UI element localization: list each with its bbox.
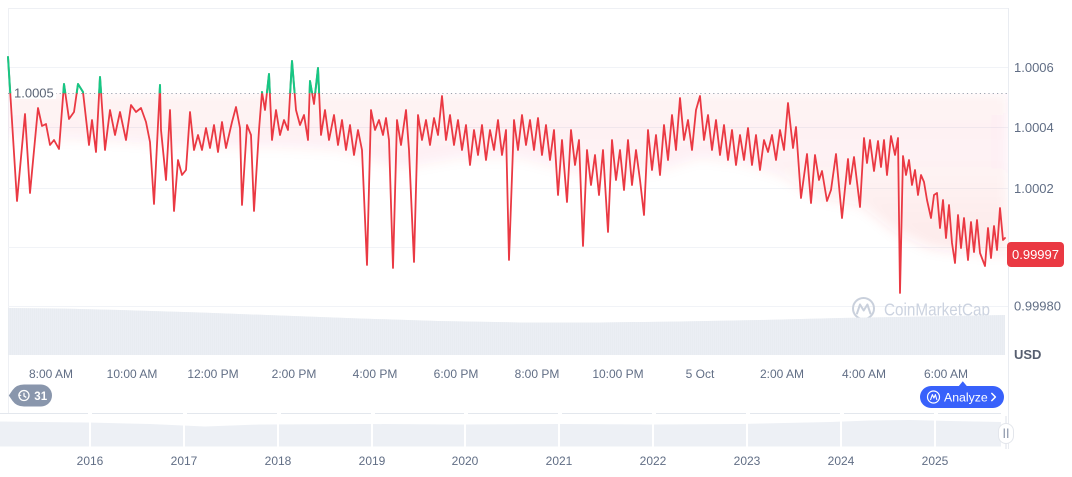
- svg-text:USD: USD: [1014, 347, 1041, 362]
- svg-text:2:00 PM: 2:00 PM: [272, 367, 317, 381]
- svg-text:0.99980: 0.99980: [1014, 299, 1061, 314]
- svg-text:31: 31: [34, 391, 47, 403]
- svg-text:2021: 2021: [546, 454, 573, 468]
- svg-text:1.0005: 1.0005: [14, 86, 54, 101]
- svg-text:8:00 PM: 8:00 PM: [515, 367, 560, 381]
- svg-text:6:00 PM: 6:00 PM: [434, 367, 479, 381]
- svg-text:10:00 AM: 10:00 AM: [107, 367, 158, 381]
- svg-text:2022: 2022: [640, 454, 667, 468]
- svg-text:1.0002: 1.0002: [1014, 181, 1054, 196]
- svg-text:2018: 2018: [265, 454, 292, 468]
- svg-text:6:00 AM: 6:00 AM: [924, 367, 968, 381]
- svg-text:2020: 2020: [452, 454, 479, 468]
- svg-text:2017: 2017: [171, 454, 198, 468]
- svg-text:5 Oct: 5 Oct: [686, 367, 715, 381]
- svg-text:4:00 AM: 4:00 AM: [842, 367, 886, 381]
- svg-text:2025: 2025: [922, 454, 949, 468]
- svg-text:4:00 PM: 4:00 PM: [353, 367, 398, 381]
- svg-text:2019: 2019: [359, 454, 386, 468]
- svg-text:0.99997: 0.99997: [1012, 247, 1059, 262]
- svg-text:1.0006: 1.0006: [1014, 60, 1054, 75]
- svg-text:Analyze: Analyze: [944, 391, 988, 405]
- svg-text:2023: 2023: [734, 454, 761, 468]
- svg-text:CoinMarketCap: CoinMarketCap: [884, 300, 990, 320]
- svg-text:1.0004: 1.0004: [1014, 120, 1054, 135]
- svg-text:8:00 AM: 8:00 AM: [29, 367, 73, 381]
- svg-text:2024: 2024: [828, 454, 855, 468]
- svg-text:12:00 PM: 12:00 PM: [187, 367, 238, 381]
- svg-text:2016: 2016: [77, 454, 104, 468]
- svg-text:10:00 PM: 10:00 PM: [592, 367, 643, 381]
- svg-text:2:00 AM: 2:00 AM: [760, 367, 804, 381]
